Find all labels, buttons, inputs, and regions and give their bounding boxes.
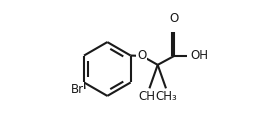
Text: Br: Br bbox=[70, 83, 84, 95]
Text: O: O bbox=[170, 12, 179, 25]
Text: CH₃: CH₃ bbox=[139, 90, 160, 103]
Text: O: O bbox=[137, 49, 147, 62]
Text: CH₃: CH₃ bbox=[155, 90, 177, 103]
Text: OH: OH bbox=[191, 49, 209, 62]
